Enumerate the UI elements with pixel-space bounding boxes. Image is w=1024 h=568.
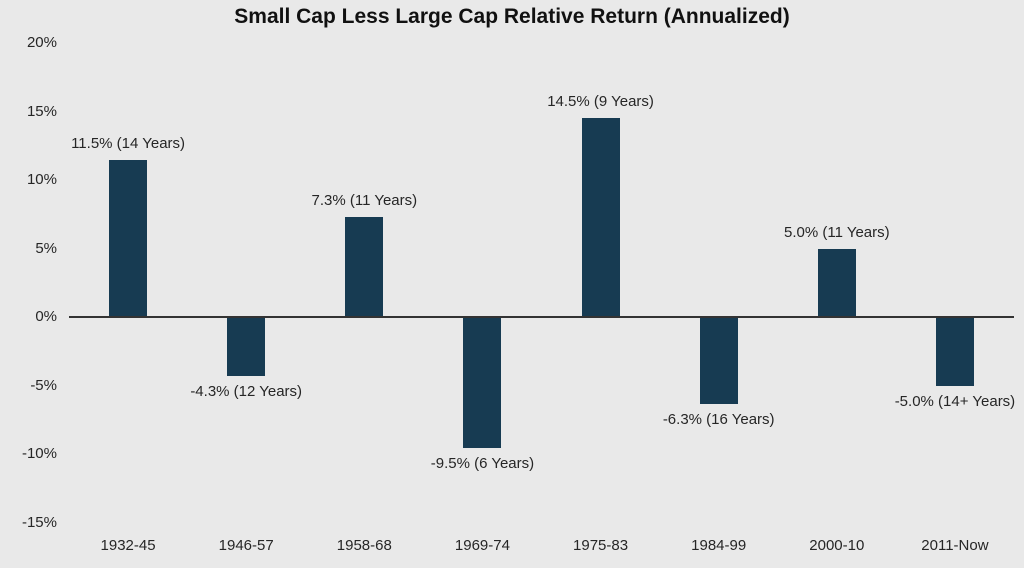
bar-1969-74 <box>463 317 502 448</box>
bar-value-label: -4.3% (12 Years) <box>190 383 303 401</box>
bar-value-label: -6.3% (16 Years) <box>662 410 775 428</box>
x-category-label: 1932-45 <box>100 537 156 554</box>
y-tick-label: 5% <box>35 239 57 257</box>
y-tick-label: -10% <box>21 445 57 463</box>
x-category-label: 1958-68 <box>336 537 392 554</box>
bar-value-label: 14.5% (9 Years) <box>547 93 654 111</box>
x-category-label: 1984-99 <box>691 537 747 554</box>
plot-area: 11.5% (14 Years) -4.3% (12 Years) 7.3% (11… <box>69 43 1015 523</box>
x-category-label: 2000-10 <box>809 537 865 554</box>
chart-title: Small Cap Less Large Cap Relative Return… <box>234 5 790 28</box>
x-category-label: 1975-83 <box>573 537 629 554</box>
bar-value-label: 7.3% (11 Years) <box>311 192 418 210</box>
bar-1958-68 <box>345 217 384 318</box>
y-tick-label: 20% <box>26 34 57 51</box>
bar-1984-99 <box>699 317 738 404</box>
bar-2000-10 <box>817 248 856 318</box>
x-category-label: 1969-74 <box>454 537 510 554</box>
y-tick-label: -15% <box>21 514 57 531</box>
bar-value-label: 5.0% (11 Years) <box>784 223 890 241</box>
bar-value-label: -5.0% (14+ Years) <box>894 392 1016 410</box>
bar-value-label: 11.5% (14 Years) <box>71 134 186 152</box>
bar-value-label: -9.5% (6 Years) <box>430 454 535 472</box>
y-tick-label: -5% <box>30 376 57 394</box>
x-axis-line <box>69 316 1014 319</box>
x-category-label: 2011-Now <box>921 537 989 554</box>
bar-2011-Now <box>935 317 974 386</box>
bar-1946-57 <box>227 317 266 377</box>
bar-1932-45 <box>109 159 148 318</box>
y-tick-label: 0% <box>35 308 57 326</box>
bar-1975-83 <box>581 118 620 318</box>
x-category-label: 1946-57 <box>218 537 274 554</box>
y-tick-label: 15% <box>26 102 57 120</box>
y-tick-label: 10% <box>26 171 57 189</box>
